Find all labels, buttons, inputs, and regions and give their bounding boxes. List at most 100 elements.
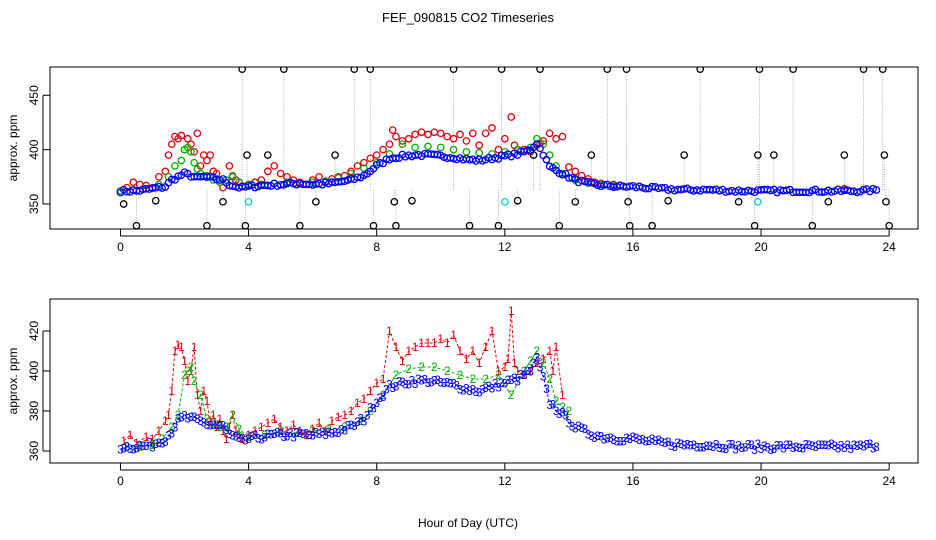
black-point: [840, 151, 849, 159]
red-point: [539, 137, 548, 145]
series-1-marker: 1: [405, 344, 412, 358]
series-1-marker: 1: [168, 384, 175, 398]
black-point: [366, 67, 375, 74]
red-point: [475, 141, 484, 150]
series-1-marker: 1: [226, 420, 233, 434]
red-point: [565, 163, 573, 171]
series-2-marker: 2: [136, 440, 143, 454]
blue-point: [558, 170, 567, 179]
series-3-marker: 3: [117, 442, 124, 456]
blue-point: [158, 184, 166, 192]
series-1-marker: 1: [172, 344, 179, 358]
series-3-marker: 3: [556, 407, 563, 421]
series-1-marker: 1: [476, 356, 483, 370]
series-3-marker: 3: [674, 436, 681, 450]
series-3-marker: 3: [322, 428, 329, 442]
series-1-marker: 1: [236, 428, 243, 442]
series-3-marker: 3: [421, 372, 428, 386]
series-2-marker: 2: [521, 364, 528, 378]
series-3-marker: 3: [844, 438, 851, 452]
red-point: [500, 134, 509, 143]
series-3-marker: 3: [761, 439, 768, 453]
series-3-marker: 3: [582, 422, 589, 436]
series-2-marker: 2: [418, 360, 425, 374]
x-tick-label: 16: [626, 474, 640, 488]
y-axis-label: approx. ppm: [6, 115, 20, 182]
black-point: [243, 151, 251, 159]
series-3-marker: 3: [325, 425, 332, 439]
series-3-marker: 3: [271, 427, 278, 441]
series-1-marker: 1: [335, 410, 342, 424]
red-point: [129, 178, 138, 187]
series-1-marker: 1: [245, 428, 252, 442]
series-3-marker: 3: [280, 430, 287, 444]
series-3-marker: 3: [559, 405, 566, 419]
series-3-marker: 3: [646, 434, 653, 448]
series-3-marker: 3: [790, 441, 797, 455]
series-3-marker: 3: [585, 427, 592, 441]
series-1-marker: 1: [210, 408, 217, 422]
series-3-marker: 3: [521, 368, 528, 382]
series-2-marker: 2: [188, 360, 195, 374]
series-3-marker: 3: [373, 396, 380, 410]
blue-point: [491, 153, 500, 162]
green-point: [462, 147, 471, 156]
series-1-marker: 1: [264, 416, 271, 430]
black-point: [555, 221, 564, 229]
series-1-marker: 1: [165, 408, 172, 422]
series-3-marker: 3: [799, 441, 806, 455]
series-2-marker: 2: [223, 420, 230, 434]
series-3-marker: 3: [783, 438, 790, 452]
series-3-marker: 3: [652, 434, 659, 448]
series-3-marker: 3: [184, 411, 191, 425]
series-3-marker: 3: [828, 437, 835, 451]
series-3-marker: 3: [501, 377, 508, 391]
series-1-marker: 1: [348, 404, 355, 418]
red-point: [449, 134, 458, 143]
series-3-marker: 3: [469, 383, 476, 397]
series-3-marker: 3: [130, 443, 137, 457]
series-3-marker: 3: [162, 435, 169, 449]
series-3-marker: 3: [220, 419, 227, 433]
series-3-marker: 3: [191, 410, 198, 424]
series-2-marker: 2: [469, 372, 476, 386]
series-3-marker: 3: [463, 381, 470, 395]
green-point: [424, 142, 432, 151]
series-1-marker: 1: [127, 428, 134, 442]
series-1-marker: 1: [181, 354, 188, 368]
series-1-marker: 1: [178, 340, 185, 354]
series-1-marker: 1: [380, 372, 387, 386]
series-3-marker: 3: [136, 439, 143, 453]
series-3-marker: 3: [495, 381, 502, 395]
series-3-marker: 3: [393, 380, 400, 394]
series-3-marker: 3: [687, 439, 694, 453]
x-tick-label: 24: [882, 240, 896, 254]
series-3-marker: 3: [767, 443, 774, 457]
red-point: [481, 129, 490, 138]
series-3-marker: 3: [441, 376, 448, 390]
green-point: [436, 143, 445, 152]
series-3-marker: 3: [524, 364, 531, 378]
series-3-marker: 3: [296, 426, 303, 440]
black-point: [808, 221, 817, 229]
red-point: [545, 129, 554, 138]
green-point: [449, 145, 458, 154]
series-3-marker: 3: [870, 441, 877, 455]
black-point: [824, 197, 833, 206]
red-point: [577, 171, 586, 180]
series-1-marker: 1: [329, 414, 336, 428]
series-3-marker: 3: [729, 438, 736, 452]
series-3-marker: 3: [735, 438, 742, 452]
blue-point: [433, 150, 442, 159]
series-3-marker: 3: [248, 429, 255, 443]
series-3-marker: 3: [197, 414, 204, 428]
series-2-marker: 2: [540, 356, 547, 370]
series-3-marker: 3: [319, 425, 326, 439]
series-3-marker: 3: [236, 431, 243, 445]
y-tick-label: 380: [27, 401, 41, 421]
x-tick-label: 16: [626, 240, 640, 254]
series-1-marker: 1: [540, 352, 547, 366]
series-3-marker: 3: [713, 438, 720, 452]
series-3-marker: 3: [716, 441, 723, 455]
